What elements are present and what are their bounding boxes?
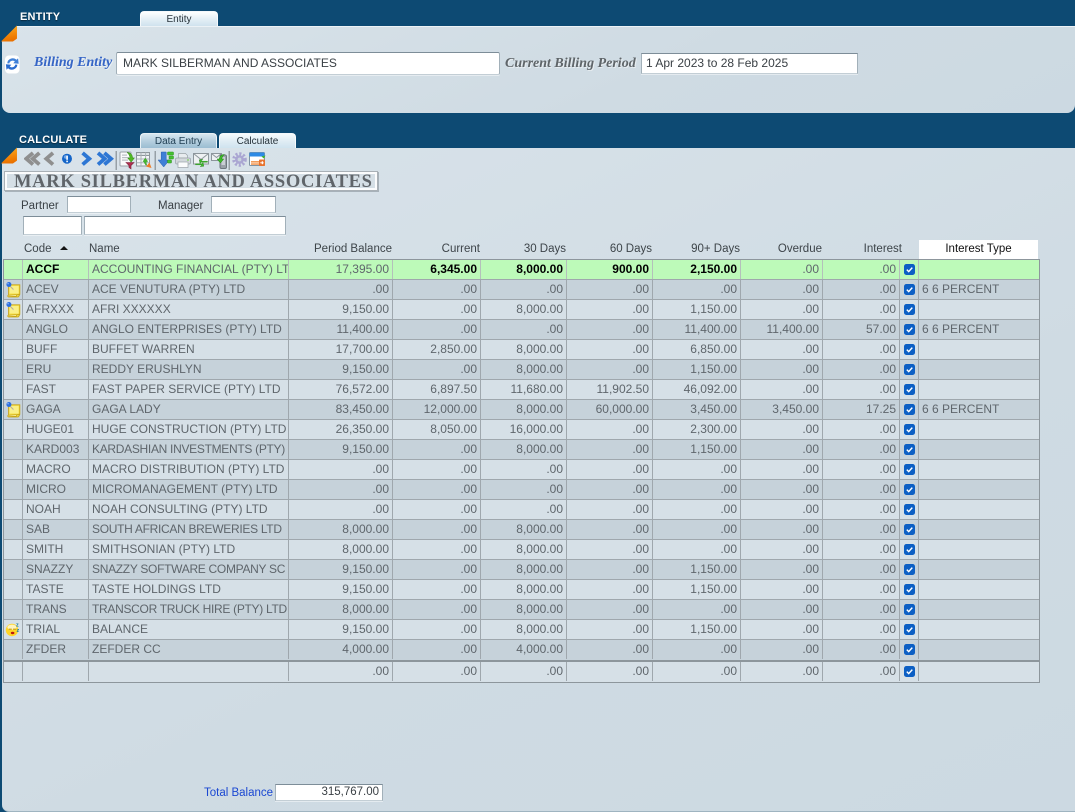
svg-text:z: z <box>16 623 19 629</box>
svg-text:z: z <box>17 628 20 634</box>
